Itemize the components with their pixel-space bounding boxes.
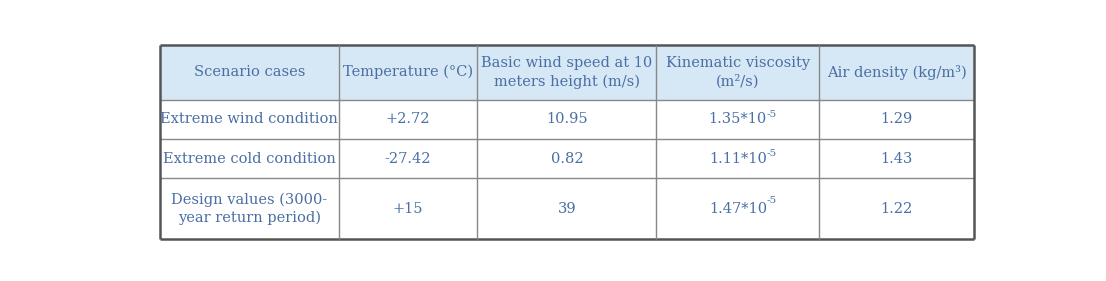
- Bar: [478, 139, 656, 178]
- Bar: [656, 45, 820, 100]
- Bar: [159, 139, 338, 178]
- Bar: [820, 139, 974, 178]
- Text: Temperature (°C): Temperature (°C): [343, 65, 473, 79]
- Text: Kinematic viscosity
(m²/s): Kinematic viscosity (m²/s): [666, 56, 810, 89]
- Bar: [338, 100, 478, 139]
- Text: 1.22: 1.22: [880, 202, 912, 216]
- Bar: [478, 45, 656, 100]
- Bar: [159, 45, 338, 100]
- Text: 1.43: 1.43: [880, 152, 912, 166]
- Bar: [820, 100, 974, 139]
- Text: Basic wind speed at 10
meters height (m/s): Basic wind speed at 10 meters height (m/…: [481, 56, 653, 89]
- Bar: [820, 178, 974, 239]
- Bar: [159, 100, 338, 139]
- Bar: [338, 178, 478, 239]
- Bar: [478, 100, 656, 139]
- Bar: [656, 139, 820, 178]
- Text: -27.42: -27.42: [385, 152, 431, 166]
- Text: 1.11*10: 1.11*10: [709, 152, 766, 166]
- Text: 0.82: 0.82: [551, 152, 583, 166]
- Text: Air density (kg/m³): Air density (kg/m³): [827, 65, 967, 80]
- Text: +15: +15: [393, 202, 424, 216]
- Text: 1.29: 1.29: [880, 112, 912, 126]
- Text: -5: -5: [766, 110, 778, 119]
- Text: -5: -5: [766, 196, 778, 205]
- Text: Extreme wind condition: Extreme wind condition: [160, 112, 338, 126]
- Text: 10.95: 10.95: [546, 112, 587, 126]
- Bar: [338, 45, 478, 100]
- Text: 1.35*10: 1.35*10: [709, 112, 766, 126]
- Bar: [159, 178, 338, 239]
- Text: Scenario cases: Scenario cases: [194, 65, 305, 79]
- Bar: [338, 139, 478, 178]
- Text: +2.72: +2.72: [386, 112, 430, 126]
- Bar: [478, 178, 656, 239]
- Text: 1.47*10: 1.47*10: [709, 202, 766, 216]
- Text: -5: -5: [766, 149, 776, 158]
- Text: Extreme cold condition: Extreme cold condition: [163, 152, 336, 166]
- Bar: [656, 100, 820, 139]
- Text: Design values (3000-
year return period): Design values (3000- year return period): [171, 192, 327, 225]
- Bar: [820, 45, 974, 100]
- Text: 39: 39: [557, 202, 576, 216]
- Bar: [656, 178, 820, 239]
